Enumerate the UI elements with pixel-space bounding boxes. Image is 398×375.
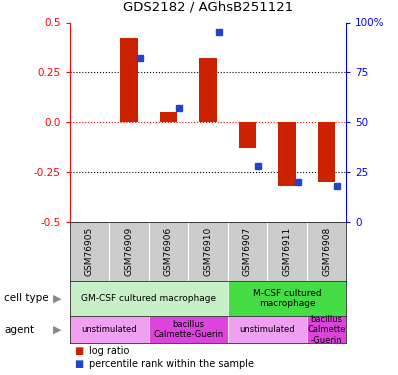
Text: cell type: cell type	[4, 293, 49, 303]
Bar	[228, 280, 346, 316]
Text: ■: ■	[74, 359, 83, 369]
Bar	[228, 316, 307, 343]
Bar	[199, 58, 217, 122]
Text: GSM76910: GSM76910	[203, 227, 213, 276]
Bar	[160, 112, 178, 122]
Text: ▶: ▶	[53, 293, 62, 303]
Text: ■: ■	[74, 346, 83, 356]
Bar	[318, 122, 336, 182]
Bar	[120, 39, 138, 122]
Text: agent: agent	[4, 325, 34, 334]
Text: GSM76909: GSM76909	[125, 227, 133, 276]
Text: GSM76911: GSM76911	[283, 227, 291, 276]
Text: bacillus
Calmette
-Guerin: bacillus Calmette -Guerin	[307, 315, 346, 345]
Text: bacillus
Calmette-Guerin: bacillus Calmette-Guerin	[153, 320, 223, 339]
Text: GSM76908: GSM76908	[322, 227, 331, 276]
Text: ▶: ▶	[53, 325, 62, 334]
Bar	[70, 280, 228, 316]
Text: percentile rank within the sample: percentile rank within the sample	[89, 359, 254, 369]
Text: log ratio: log ratio	[89, 346, 129, 356]
Text: unstimulated: unstimulated	[81, 325, 137, 334]
Bar	[278, 122, 296, 186]
Text: unstimulated: unstimulated	[240, 325, 295, 334]
Text: GM-CSF cultured macrophage: GM-CSF cultured macrophage	[81, 294, 216, 303]
Bar	[238, 122, 256, 148]
Bar	[70, 316, 149, 343]
Text: GSM76907: GSM76907	[243, 227, 252, 276]
Bar	[149, 316, 228, 343]
Text: GDS2182 / AGhsB251121: GDS2182 / AGhsB251121	[123, 0, 293, 13]
Bar	[307, 316, 346, 343]
Text: GSM76905: GSM76905	[85, 227, 94, 276]
Text: M-CSF cultured
macrophage: M-CSF cultured macrophage	[253, 289, 321, 308]
Text: GSM76906: GSM76906	[164, 227, 173, 276]
